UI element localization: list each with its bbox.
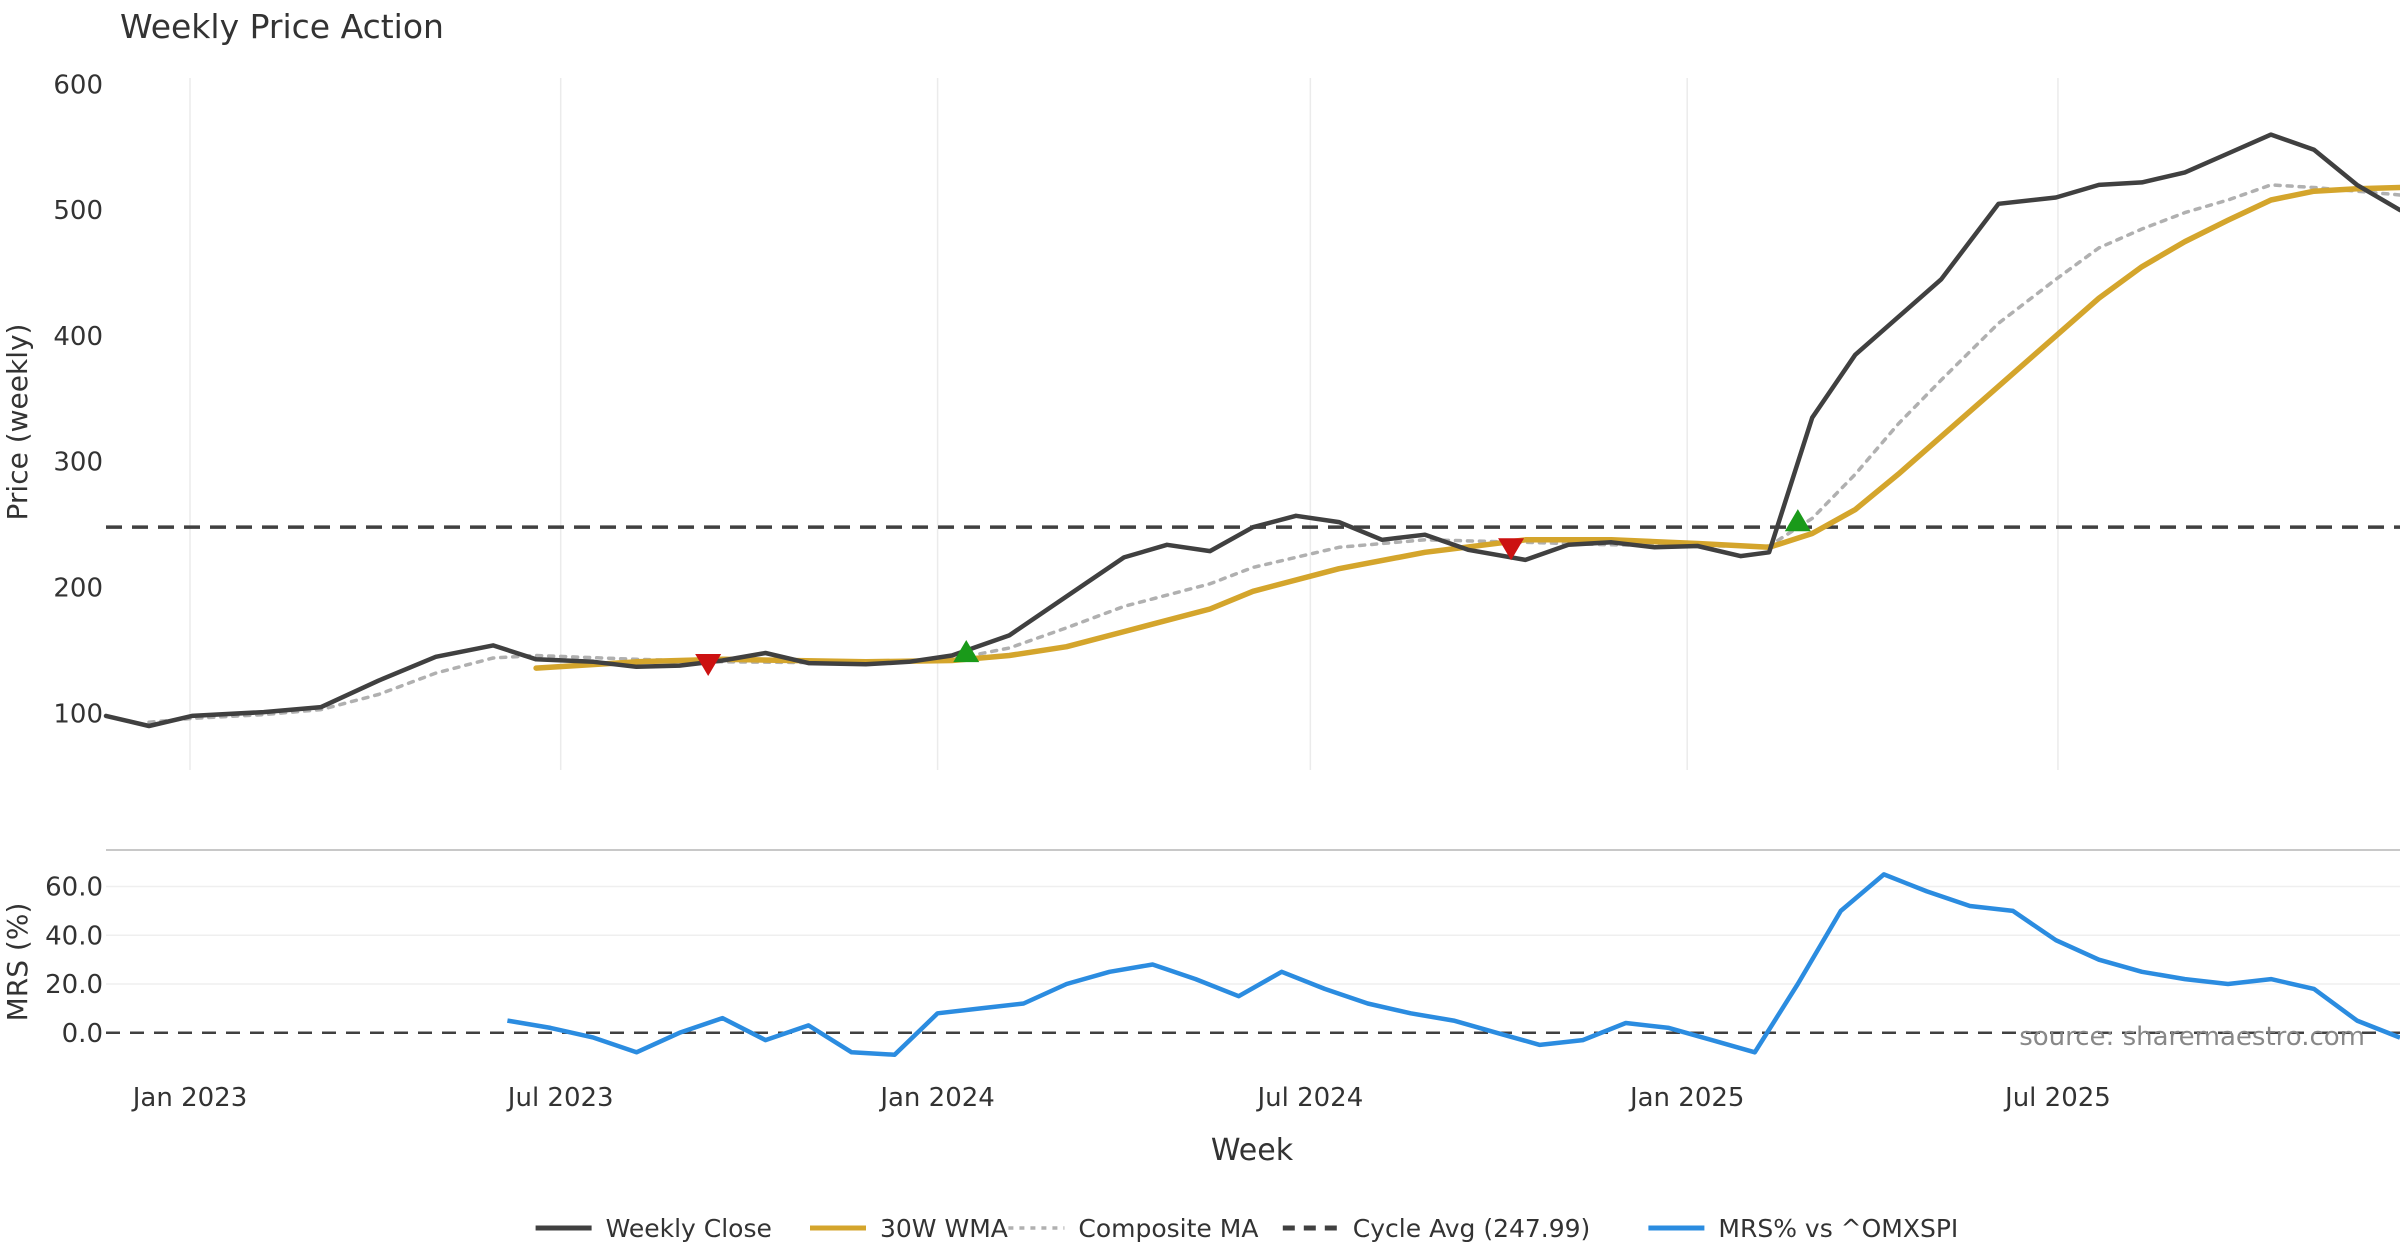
- price-y-tick-label: 300: [53, 448, 103, 478]
- mrs-y-tick-label: 0.0: [62, 1019, 103, 1049]
- legend-item: Cycle Avg (247.99): [1282, 1214, 1591, 1243]
- x-axis-label: Week: [1211, 1133, 1294, 1168]
- x-tick-label: Jan 2025: [1628, 1083, 1745, 1113]
- sell-signal-marker: [1498, 538, 1525, 561]
- x-tick-label: Jan 2023: [131, 1083, 248, 1113]
- legend-item: Composite MA: [1008, 1214, 1258, 1243]
- legend-label: Composite MA: [1078, 1214, 1258, 1243]
- price-y-tick-label: 500: [53, 196, 103, 226]
- x-tick-label: Jul 2025: [2003, 1083, 2111, 1113]
- legend: Weekly Close 30W WMA Composite MA Cycle Avg…: [535, 1214, 1958, 1243]
- mrs-y-axis-label: MRS (%): [1, 903, 34, 1022]
- source-note: source: sharemaestro.com: [2019, 1022, 2365, 1052]
- signal-markers: [695, 509, 1811, 677]
- price-y-tick-label: 100: [53, 699, 103, 729]
- chart-title: Weekly Price Action: [120, 7, 444, 46]
- x-tick-label: Jul 2023: [506, 1083, 614, 1113]
- legend-label: Cycle Avg (247.99): [1353, 1214, 1591, 1243]
- series-30w-wma: [533, 184, 2400, 671]
- price-y-tick-label: 400: [53, 322, 103, 352]
- buy-signal-marker: [953, 639, 980, 663]
- legend-item: MRS% vs ^OMXSPI: [1648, 1214, 1958, 1243]
- series-weekly-close: [103, 132, 2400, 729]
- mrs-grid: [106, 885, 2400, 985]
- legend-item: 30W WMA: [810, 1214, 1008, 1243]
- x-tick-label: Jul 2024: [1255, 1083, 1363, 1113]
- legend-label: 30W WMA: [880, 1214, 1008, 1243]
- price-y-axis-label: Price (weekly): [1, 324, 34, 521]
- series-mrs: [507, 872, 2400, 1057]
- x-axis-ticks: Jan 2023 Jul 2023 Jan 2024 Jul 2024 Jan 2025…: [131, 1083, 2111, 1113]
- price-y-tick-label: 200: [53, 574, 103, 604]
- legend-label: MRS% vs ^OMXSPI: [1718, 1214, 1958, 1243]
- x-tick-label: Jan 2024: [878, 1083, 995, 1113]
- price-grid: [189, 78, 2059, 770]
- sell-signal-marker: [695, 653, 722, 677]
- legend-item: Weekly Close: [535, 1214, 772, 1243]
- series-composite-ma: [147, 183, 2400, 724]
- legend-label: Weekly Close: [606, 1214, 772, 1243]
- mrs-series-group: [106, 872, 2400, 1057]
- mrs-y-tick-label: 20.0: [45, 970, 103, 1000]
- price-y-tick-label: 600: [53, 70, 103, 100]
- mrs-y-tick-label: 40.0: [45, 921, 103, 951]
- buy-signal-marker: [1784, 509, 1811, 532]
- price-y-ticks: 100 200 300 400 500 600: [53, 70, 103, 729]
- price-series-group: [103, 132, 2400, 729]
- mrs-y-ticks: 0.0 20.0 40.0 60.0: [45, 873, 103, 1049]
- mrs-y-tick-label: 60.0: [45, 873, 103, 903]
